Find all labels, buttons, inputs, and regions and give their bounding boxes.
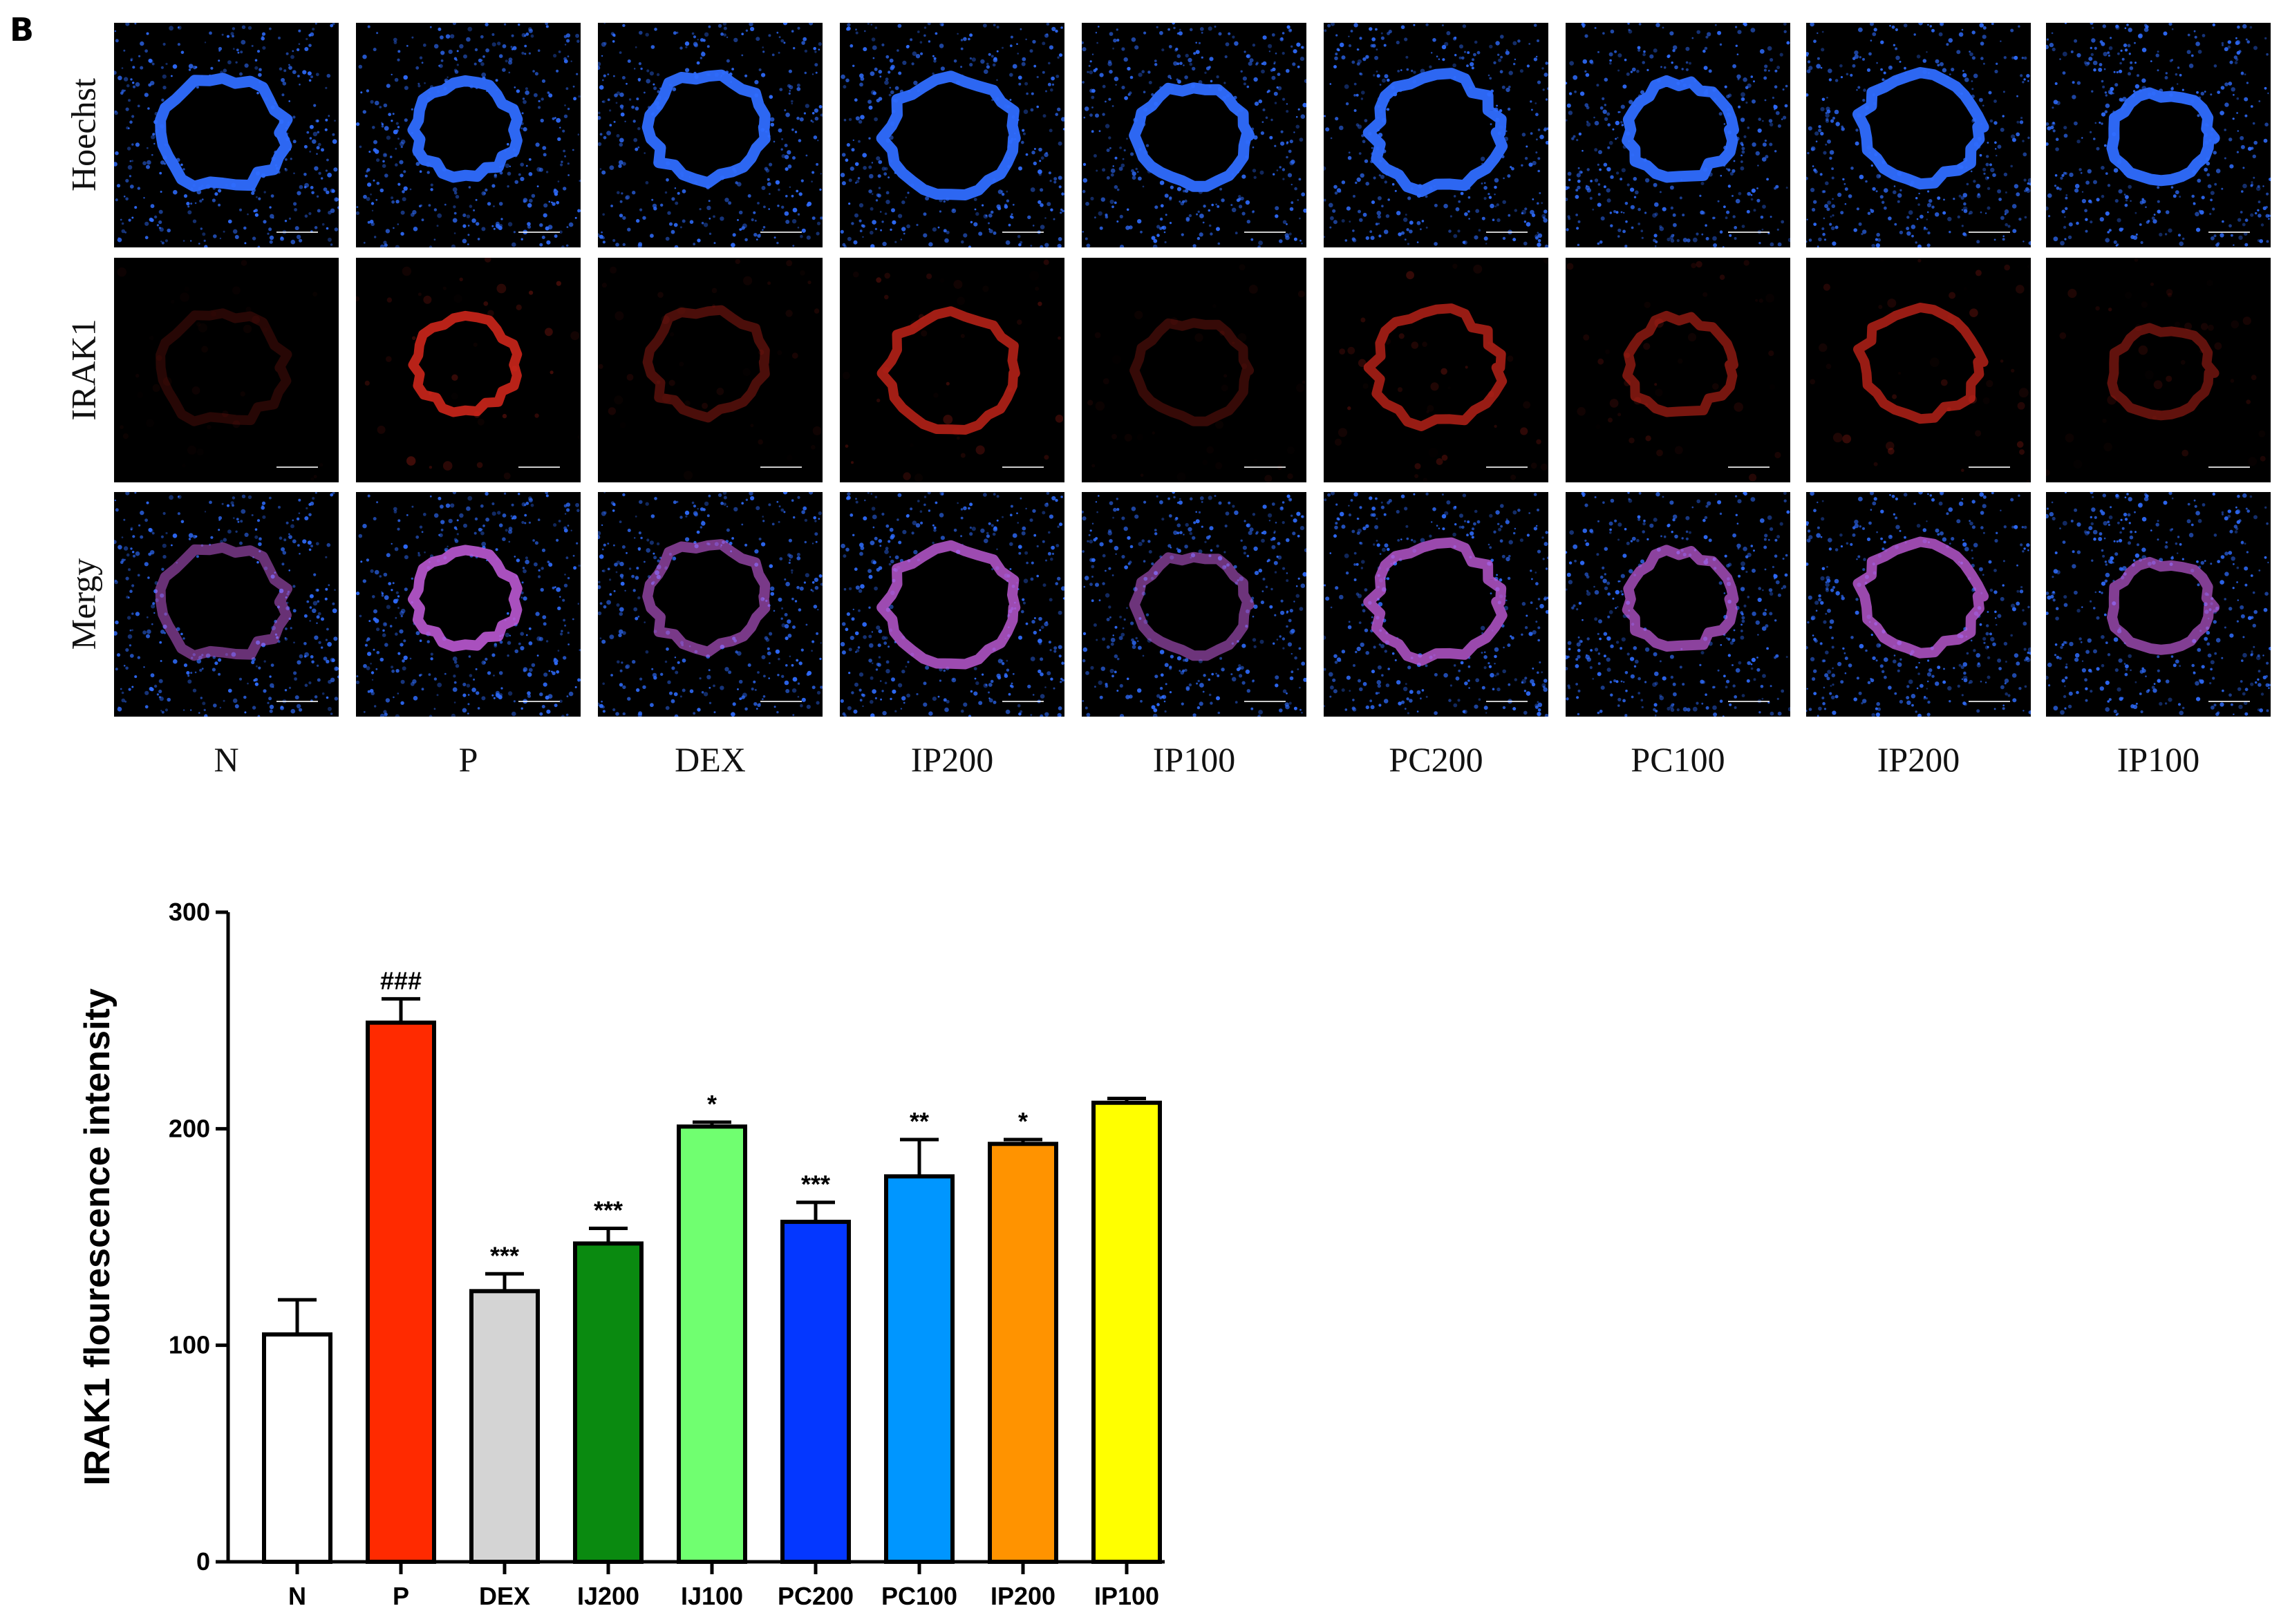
micrograph-irak1-2	[356, 258, 581, 482]
column-label-2: P	[458, 740, 478, 779]
micrograph-hoechst-4	[840, 23, 1064, 247]
significance-label: ***	[594, 1196, 623, 1224]
y-tick-label: 0	[196, 1547, 210, 1576]
category-label: IP100	[1094, 1582, 1159, 1610]
bar-p	[366, 1020, 436, 1565]
micrograph-mergy-3	[598, 492, 823, 717]
micrograph-hoechst-3	[598, 23, 823, 247]
micrograph-mergy-4	[840, 492, 1064, 717]
y-tick-label: 200	[169, 1114, 210, 1142]
micrograph-mergy-8	[1806, 492, 2031, 717]
bar-ij100	[677, 1124, 747, 1564]
column-label-7: PC100	[1631, 740, 1725, 779]
micrograph-hoechst-7	[1566, 23, 1790, 247]
significance-label: ***	[801, 1170, 830, 1198]
column-label-3: DEX	[675, 740, 746, 779]
micrograph-mergy-9	[2046, 492, 2271, 717]
micrograph-hoechst-1	[114, 23, 339, 247]
bar-pc200	[780, 1220, 851, 1564]
category-label: PC100	[881, 1582, 957, 1610]
significance-label: *	[707, 1090, 717, 1118]
significance-label: **	[910, 1107, 929, 1135]
category-label: N	[288, 1582, 306, 1610]
bar-chart: 0 100 200 300 IRAK1 flourescence intensity N P…	[77, 898, 1165, 1610]
category-label: IJ100	[681, 1582, 743, 1610]
significance-label: ###	[380, 966, 422, 994]
bar-ij200	[573, 1241, 644, 1565]
micrograph-hoechst-6	[1324, 23, 1548, 247]
micrograph-mergy-5	[1082, 492, 1306, 717]
category-label: DEX	[479, 1582, 530, 1610]
micrograph-mergy-1	[114, 492, 339, 717]
bar-ip100	[1091, 1100, 1162, 1564]
micrograph-mergy-7	[1566, 492, 1790, 717]
micrograph-irak1-6	[1324, 258, 1548, 482]
panel-letter: B	[10, 11, 35, 48]
bar-ip200	[988, 1142, 1058, 1564]
row-label-mergy: Mergy	[64, 558, 102, 650]
y-tick-label: 100	[169, 1331, 210, 1359]
bar-dex	[469, 1289, 540, 1564]
category-label: P	[393, 1582, 409, 1610]
bar-n	[262, 1332, 332, 1564]
micrograph-hoechst-8	[1806, 23, 2031, 247]
micrograph-irak1-4	[840, 258, 1064, 482]
column-label-5: IP100	[1152, 740, 1236, 779]
column-label-4: IP200	[910, 740, 994, 779]
micrograph-mergy-6	[1324, 492, 1548, 717]
micrograph-irak1-7	[1566, 258, 1790, 482]
row-label-hoechst: Hoechst	[64, 77, 102, 191]
y-tick-label: 300	[169, 898, 210, 926]
significance-label: ***	[490, 1241, 519, 1269]
category-label: PC200	[778, 1582, 854, 1610]
micrograph-hoechst-2	[356, 23, 581, 247]
row-label-irak1: IRAK1	[64, 318, 102, 421]
significance-label: *	[1018, 1107, 1028, 1135]
micrograph-mergy-2	[356, 492, 581, 717]
column-label-9: IP100	[2117, 740, 2200, 779]
category-label: IJ200	[577, 1582, 639, 1610]
micrograph-grid: Hoechst IRAK1 Mergy N P DEX IP200 IP100 PC200 PC1…	[64, 23, 2271, 779]
micrograph-hoechst-9	[2046, 23, 2271, 247]
micrograph-irak1-5	[1082, 258, 1306, 482]
micrograph-irak1-1	[114, 258, 339, 482]
micrograph-irak1-3	[598, 258, 823, 482]
bar-pc100	[884, 1174, 955, 1564]
y-axis-label: IRAK1 flourescence intensity	[77, 988, 118, 1486]
micrograph-irak1-9	[2046, 258, 2271, 482]
column-label-6: PC200	[1389, 740, 1483, 779]
column-label-8: IP200	[1877, 740, 1960, 779]
category-label: IP200	[991, 1582, 1055, 1610]
micrograph-irak1-8	[1806, 258, 2031, 482]
column-label-1: N	[214, 740, 239, 779]
micrograph-hoechst-5	[1082, 23, 1306, 247]
